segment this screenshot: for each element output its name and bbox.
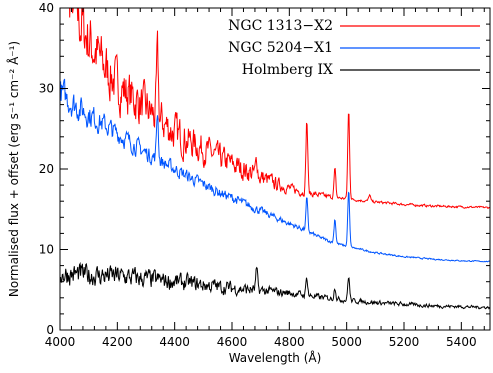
series-group — [60, 8, 490, 310]
y-tick-label: 10 — [39, 243, 54, 257]
x-axis-label: Wavelength (Å) — [229, 350, 322, 365]
y-tick-label: 40 — [39, 1, 54, 15]
y-tick-label: 0 — [46, 323, 54, 337]
x-tick-label: 5400 — [446, 335, 477, 349]
series-line-holmberg-ix — [60, 261, 490, 310]
x-tick-label: 5200 — [389, 335, 420, 349]
x-tick-label: 4800 — [274, 335, 305, 349]
legend-label-ngc1313: NGC 1313−X2 — [228, 18, 333, 34]
series-line-ngc5204-x1 — [60, 78, 490, 263]
x-tick-label: 4600 — [217, 335, 248, 349]
y-tick-label: 30 — [39, 82, 54, 96]
x-tick-label: 4400 — [159, 335, 190, 349]
series-line-ngc1313-x2 — [60, 8, 490, 209]
axis-ticks — [59, 7, 490, 331]
axis-tick-labels: 4000 4200 4400 4600 4800 5000 5200 5400 0 10 20 30 4… — [39, 1, 477, 349]
legend-label-ngc5204: NGC 5204−X1 — [228, 40, 333, 56]
x-tick-label: 5000 — [331, 335, 362, 349]
y-tick-label: 20 — [39, 162, 54, 176]
y-axis-label: Normalised flux + offset (erg s⁻¹ cm⁻² Å… — [6, 41, 21, 297]
x-tick-label: 4000 — [45, 335, 76, 349]
legend: NGC 1313−X2 NGC 5204−X1 Holmberg IX — [228, 18, 480, 78]
legend-label-holmberg: Holmberg IX — [242, 62, 333, 78]
x-tick-label: 4200 — [102, 335, 133, 349]
